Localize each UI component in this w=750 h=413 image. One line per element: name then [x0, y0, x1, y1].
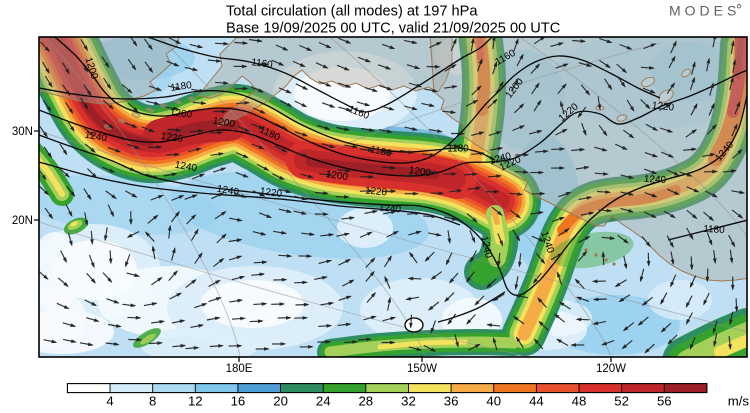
svg-text:m/s: m/s	[728, 394, 750, 409]
svg-text:1240: 1240	[378, 202, 402, 215]
svg-text:20: 20	[273, 394, 288, 409]
svg-text:32: 32	[401, 394, 416, 409]
svg-text:48: 48	[572, 394, 587, 409]
svg-text:Base 19/09/2025 00 UTC, valid: Base 19/09/2025 00 UTC, valid 21/09/2025…	[226, 21, 560, 37]
svg-text:MODES: MODES	[669, 3, 740, 19]
svg-text:16: 16	[231, 394, 246, 409]
svg-text:1180: 1180	[170, 80, 193, 94]
svg-text:1200: 1200	[408, 165, 432, 179]
svg-text:1240: 1240	[478, 235, 493, 259]
svg-text:120W: 120W	[596, 363, 626, 375]
svg-text:1220: 1220	[364, 185, 388, 198]
svg-text:56: 56	[657, 394, 672, 409]
svg-text:1180: 1180	[703, 224, 725, 236]
svg-text:24: 24	[316, 394, 331, 409]
svg-text:36: 36	[444, 394, 459, 409]
svg-text:1220: 1220	[160, 131, 184, 145]
svg-text:150W: 150W	[407, 363, 437, 375]
svg-text:44: 44	[529, 394, 544, 409]
svg-text:40: 40	[486, 394, 501, 409]
svg-text:52: 52	[614, 394, 629, 409]
svg-text:1240: 1240	[174, 160, 198, 175]
svg-text:180E: 180E	[226, 363, 253, 375]
svg-text:4: 4	[106, 394, 113, 409]
svg-text:12: 12	[188, 394, 203, 409]
svg-text:8: 8	[149, 394, 156, 409]
svg-text:1180: 1180	[447, 144, 469, 155]
svg-text:1200: 1200	[212, 116, 236, 131]
svg-text:Total circulation (all modes): Total circulation (all modes) at 197 hPa	[226, 4, 478, 20]
svg-text:1200: 1200	[169, 108, 193, 121]
svg-text:1220: 1220	[651, 100, 675, 113]
svg-text:20N: 20N	[12, 215, 33, 227]
svg-text:30N: 30N	[12, 126, 33, 138]
svg-text:1240: 1240	[644, 174, 667, 186]
svg-text:1200: 1200	[325, 169, 349, 183]
svg-text:28: 28	[358, 394, 373, 409]
